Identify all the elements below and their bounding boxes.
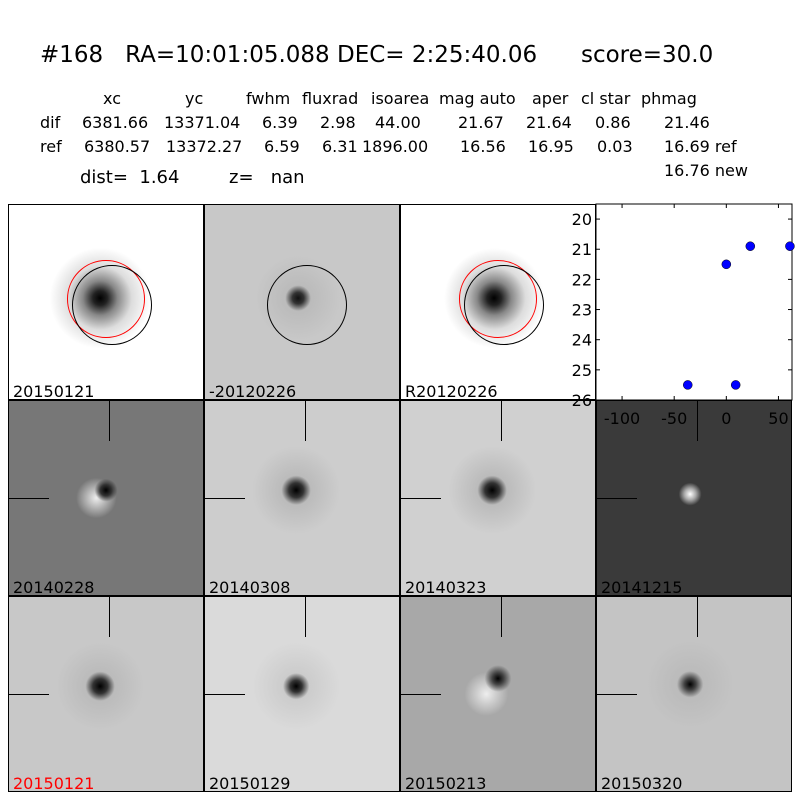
column-header: fluxrad: [302, 89, 359, 108]
stamp-label: R20120226: [405, 382, 498, 400]
stamp-label: 20150129: [209, 774, 291, 792]
table-cell: 6381.66: [82, 113, 149, 132]
data-point: [721, 259, 732, 270]
table-cell: 6.59: [264, 137, 300, 156]
table-cell: 21.67: [458, 113, 504, 132]
crosshair-vertical: [109, 401, 110, 441]
image-stamp: R20120226: [400, 204, 596, 400]
crosshair-horizontal: [9, 694, 49, 695]
stamp-label: 20140308: [209, 578, 291, 596]
column-header: phmag: [641, 89, 697, 108]
column-header: mag auto: [439, 89, 516, 108]
image-stamp: 20150129: [204, 596, 400, 792]
black-aperture-circle: [464, 265, 544, 345]
x-tick-label: 0: [721, 409, 731, 428]
row-label: dif: [40, 113, 61, 132]
table-cell: 21.46: [664, 113, 710, 132]
crosshair-horizontal: [597, 694, 637, 695]
image-stamp: 20140308: [204, 400, 400, 596]
column-header: isoarea: [371, 89, 430, 108]
dist-value: dist= 1.64: [80, 167, 180, 188]
image-stamp: 20141215: [596, 400, 792, 596]
table-cell: 6.31: [322, 137, 358, 156]
table-cell: 6380.57: [84, 137, 151, 156]
stamp-label: 20140228: [13, 578, 95, 596]
figure-title: #168 RA=10:01:05.088 DEC= 2:25:40.06 sco…: [40, 42, 714, 68]
image-stamp: 20150320: [596, 596, 792, 792]
crosshair-vertical: [305, 597, 306, 637]
column-header: yc: [185, 89, 204, 108]
table-cell: 16.56: [460, 137, 506, 156]
stamp-label: 20150213: [405, 774, 487, 792]
table-cell: 16.95: [528, 137, 574, 156]
magnitude-plot: 20 21 22 23 24 25 26 -100 -50 0 50: [572, 203, 795, 428]
data-point: [745, 241, 756, 251]
column-header: xc: [103, 89, 121, 108]
y-tick-label: 23: [572, 301, 592, 320]
black-aperture-circle: [72, 265, 152, 345]
crosshair-vertical: [501, 597, 502, 637]
table-cell: 21.64: [526, 113, 572, 132]
table-cell: 13372.27: [166, 137, 243, 156]
y-tick-label: 24: [572, 331, 592, 350]
z-value: z= nan: [229, 167, 305, 188]
column-header: aper: [532, 89, 569, 108]
stamp-label: 20141215: [601, 578, 683, 596]
image-stamp: -20120226: [204, 204, 400, 400]
table-cell: 44.00: [375, 113, 421, 132]
table-cell: 13371.04: [164, 113, 241, 132]
crosshair-vertical: [697, 597, 698, 637]
table-cell: 2.98: [320, 113, 356, 132]
column-header: fwhm: [246, 89, 291, 108]
table-cell: 1896.00: [362, 137, 429, 156]
crosshair-horizontal: [597, 498, 637, 499]
crosshair-vertical: [109, 597, 110, 637]
phmag-new: 16.76 new: [664, 161, 748, 180]
stamp-label: 20140323: [405, 578, 487, 596]
stamp-label: -20120226: [209, 382, 297, 400]
crosshair-horizontal: [205, 498, 245, 499]
data-point: [730, 380, 741, 390]
y-tick-label: 20: [572, 210, 592, 229]
image-stamp: 20150121: [8, 596, 204, 792]
data-point: [785, 241, 795, 251]
data-point: [682, 380, 693, 390]
crosshair-horizontal: [9, 498, 49, 499]
image-stamp: 20150121: [8, 204, 204, 400]
y-tick-label: 21: [572, 240, 592, 259]
table-cell: 16.69 ref: [664, 137, 737, 156]
stamp-label: 20150121: [13, 382, 95, 400]
y-tick-label: 22: [572, 270, 592, 289]
stamp-label: 20150121: [13, 774, 95, 792]
crosshair-vertical: [501, 401, 502, 441]
image-stamp: 20150213: [400, 596, 596, 792]
y-tick-label: 25: [572, 361, 592, 380]
table-cell: 0.86: [595, 113, 631, 132]
crosshair-horizontal: [205, 694, 245, 695]
table-cell: 0.03: [597, 137, 633, 156]
x-tick-label: -100: [604, 409, 640, 428]
y-tick-label: 26: [572, 391, 592, 410]
x-tick-label: 50: [768, 409, 788, 428]
crosshair-horizontal: [401, 694, 441, 695]
column-header: cl star: [581, 89, 631, 108]
image-stamp: 20140228: [8, 400, 204, 596]
table-cell: 6.39: [262, 113, 298, 132]
crosshair-horizontal: [401, 498, 441, 499]
crosshair-vertical: [305, 401, 306, 441]
row-label: ref: [40, 137, 62, 156]
plot-frame: [595, 203, 793, 401]
crosshair-vertical: [697, 401, 698, 441]
image-stamp: 20140323: [400, 400, 596, 596]
black-aperture-circle: [267, 265, 347, 345]
x-tick-label: -50: [661, 409, 687, 428]
stamp-label: 20150320: [601, 774, 683, 792]
